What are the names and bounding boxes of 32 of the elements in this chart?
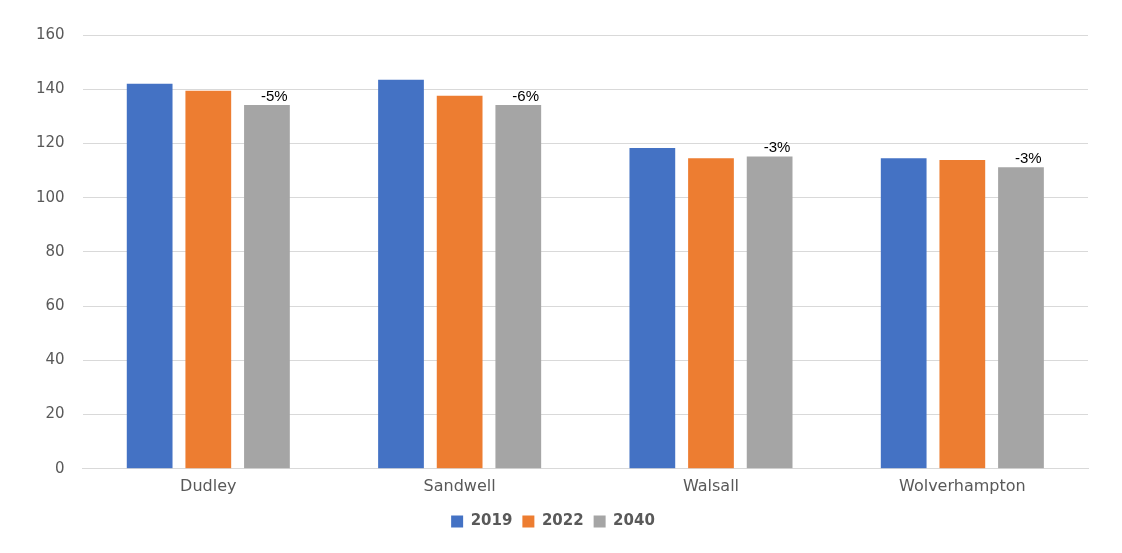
- bar: [244, 104, 290, 469]
- bar: [629, 148, 676, 469]
- x-tick-label: Wolverhampton: [899, 475, 1026, 495]
- x-tick-label: Walsall: [682, 475, 740, 495]
- bar: [880, 158, 927, 469]
- y-tick-label: 0: [55, 458, 65, 477]
- y-tick-label: 40: [45, 350, 65, 369]
- bar: [185, 90, 232, 469]
- x-tick-label: Sandwell: [423, 475, 496, 495]
- y-tick-label: 60: [45, 296, 65, 315]
- y-tick-label: 100: [35, 187, 65, 206]
- bar: [939, 159, 986, 469]
- y-tick-label: 160: [35, 24, 65, 43]
- y-tick-label: 120: [35, 133, 65, 152]
- bar: [436, 95, 483, 469]
- bar: [378, 79, 424, 469]
- legend-label: 2022: [541, 511, 584, 530]
- legend-label: 2019: [470, 511, 513, 530]
- y-tick-label: 20: [45, 404, 65, 423]
- annotation: -6%: [512, 86, 539, 104]
- annotation: -3%: [1014, 148, 1042, 166]
- bar: [688, 158, 734, 469]
- y-tick-label: 140: [35, 79, 65, 98]
- bar: [495, 104, 542, 469]
- y-tick-label: 80: [45, 241, 65, 260]
- legend-label: 2040: [613, 511, 655, 530]
- bar: [746, 156, 793, 469]
- x-tick-label: Dudley: [180, 475, 237, 495]
- annotation: -3%: [763, 138, 791, 156]
- bar: [998, 167, 1044, 469]
- annotation: -5%: [260, 86, 288, 104]
- bar: [126, 83, 173, 469]
